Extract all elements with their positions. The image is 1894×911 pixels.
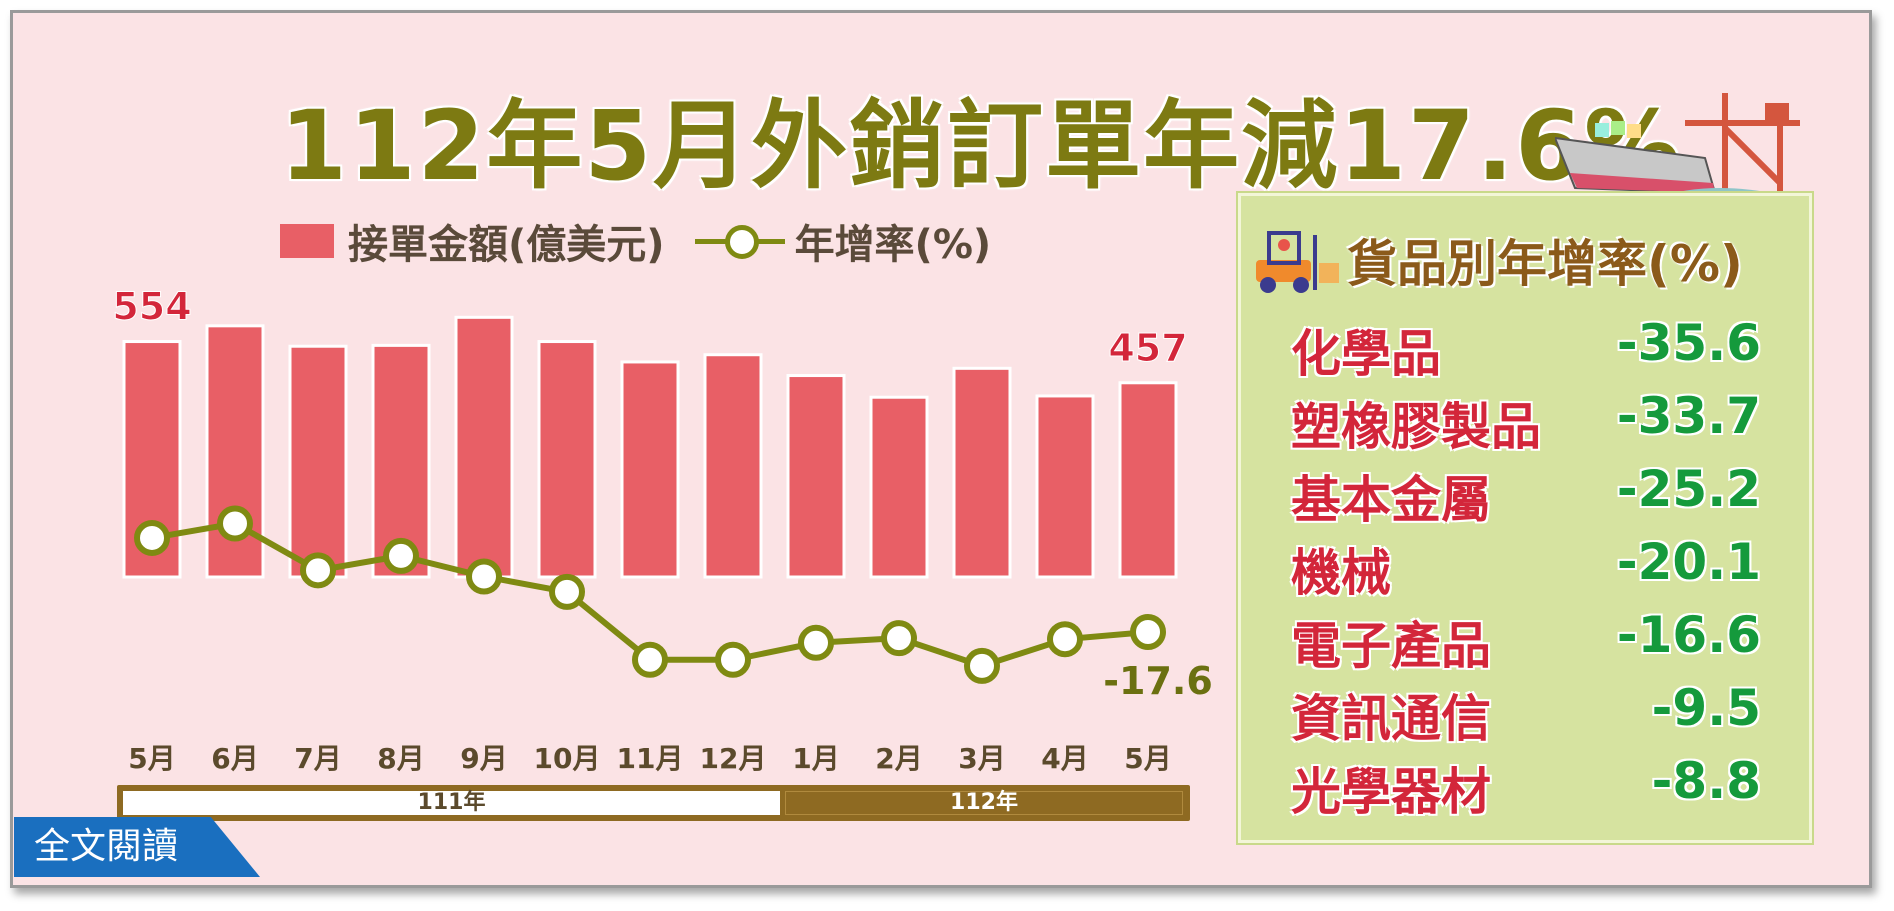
month-label: 11月 <box>617 742 684 775</box>
month-label: 9月 <box>460 742 507 775</box>
legend-line-swatch <box>694 221 785 261</box>
product-value: -33.7 <box>1616 387 1761 445</box>
legend-bar-label: 接單金額(億美元) <box>348 222 665 268</box>
month-label: 10月 <box>534 742 601 775</box>
bar <box>869 395 929 579</box>
bar-value-label: 457 <box>1108 326 1187 370</box>
bar <box>952 366 1012 579</box>
month-label: 1月 <box>792 742 839 775</box>
bar <box>454 315 514 579</box>
growth-point <box>383 537 419 574</box>
year-label-112: 112年 <box>785 791 1183 815</box>
cargo-ship-icon <box>1555 93 1800 198</box>
growth-point <box>466 558 502 595</box>
growth-point <box>217 505 253 542</box>
month-label: 4月 <box>1041 742 1088 775</box>
growth-point <box>549 573 585 610</box>
legend-bar-swatch <box>280 224 334 258</box>
product-value: -35.6 <box>1616 314 1761 372</box>
growth-point <box>632 641 668 678</box>
month-label: 6月 <box>211 742 258 775</box>
bar <box>1035 394 1095 579</box>
bar <box>703 353 763 579</box>
product-value: -8.8 <box>1651 752 1761 810</box>
forklift-icon <box>1256 231 1339 293</box>
month-label: 7月 <box>294 742 341 775</box>
month-label: 8月 <box>377 742 424 775</box>
product-row: 基本金屬 -25.2 <box>1291 460 1761 532</box>
bar <box>1118 381 1178 579</box>
growth-point <box>715 641 751 678</box>
product-value: -25.2 <box>1616 460 1761 518</box>
product-growth-panel: 貨品別年增率(%) 化學品 -35.6 塑橡膠製品 -33.7 基本金屬 -25.2 機械 -… <box>1236 191 1815 845</box>
growth-point <box>300 552 336 589</box>
month-label: 2月 <box>875 742 922 775</box>
product-label: 基本金屬 <box>1291 471 1491 529</box>
growth-point <box>881 620 917 657</box>
bar-value-label: 554 <box>112 285 191 329</box>
growth-point <box>1047 621 1083 658</box>
growth-value-label: -17.6 <box>1103 659 1213 703</box>
product-row: 塑橡膠製品 -33.7 <box>1291 387 1761 459</box>
legend-line-label: 年增率(%) <box>794 222 992 268</box>
bar <box>537 340 597 579</box>
product-row: 電子產品 -16.6 <box>1291 606 1761 678</box>
product-label: 光學器材 <box>1291 763 1491 821</box>
year-axis-bar: 111年 112年 <box>117 785 1190 821</box>
product-row: 化學品 -35.6 <box>1291 314 1761 386</box>
product-row: 光學器材 -8.8 <box>1291 752 1761 824</box>
page-title: 112年5月外銷訂單年減17.6% <box>280 90 1683 202</box>
bar <box>288 344 348 579</box>
growth-point <box>1130 614 1166 650</box>
month-label: 5月 <box>1124 742 1171 775</box>
panel-header: 貨品別年增率(%) <box>1241 224 1815 296</box>
panel-title: 貨品別年增率(%) <box>1347 235 1743 293</box>
bar <box>786 374 846 579</box>
product-label: 機械 <box>1291 544 1391 602</box>
product-value: -16.6 <box>1616 606 1761 664</box>
growth-point <box>798 624 834 661</box>
product-row: 資訊通信 -9.5 <box>1291 679 1761 751</box>
growth-point <box>134 519 170 556</box>
month-label: 12月 <box>700 742 767 775</box>
product-row: 機械 -20.1 <box>1291 533 1761 605</box>
year-label-111: 111年 <box>123 791 780 815</box>
growth-point <box>964 647 1000 684</box>
product-label: 電子產品 <box>1291 617 1491 675</box>
month-label: 3月 <box>958 742 1005 775</box>
product-label: 資訊通信 <box>1291 690 1491 748</box>
product-value: -9.5 <box>1651 679 1761 737</box>
chart-legend: 接單金額(億美元) 年增率(%) <box>280 212 991 270</box>
read-full-text-button[interactable]: 全文閱讀 <box>14 817 260 877</box>
product-label: 塑橡膠製品 <box>1291 398 1541 456</box>
bar <box>620 360 680 579</box>
month-label: 5月 <box>128 742 175 775</box>
product-label: 化學品 <box>1291 325 1441 383</box>
product-value: -20.1 <box>1616 533 1761 591</box>
